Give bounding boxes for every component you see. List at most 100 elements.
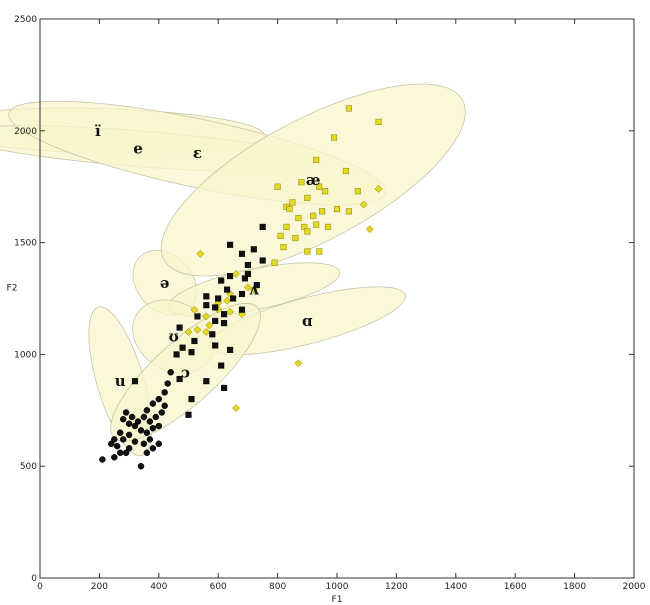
point-s1-11 [202, 312, 211, 321]
point-s2-32 [176, 375, 183, 383]
point-s1-16 [193, 325, 202, 334]
point-s2-36 [185, 411, 192, 418]
point-s3-26 [125, 431, 133, 439]
point-s0-23 [277, 232, 284, 239]
point-s0-24 [292, 235, 299, 242]
y-tick-label-1: 500 [20, 462, 37, 472]
point-s3-31 [143, 449, 151, 457]
point-s0-8 [342, 167, 349, 175]
x-tick-label-5: 1000 [326, 582, 349, 592]
point-s3-36 [99, 456, 106, 463]
point-s3-7 [134, 418, 142, 425]
point-s0-2 [330, 134, 338, 141]
point-s2-24 [191, 337, 198, 345]
point-s3-28 [140, 440, 148, 448]
point-s0-22 [283, 223, 290, 230]
point-s1-13 [226, 307, 235, 316]
point-s2-13 [203, 293, 210, 300]
point-s1-18 [202, 328, 211, 336]
point-s2-17 [212, 304, 219, 311]
point-s1-10 [190, 305, 199, 314]
x-tick-label-3: 600 [210, 582, 227, 592]
x-tick-label-9: 1800 [563, 582, 586, 592]
vowel-labels: ï e ɛ ə æ ʌ ɑ ʊ u ɔ [95, 122, 320, 390]
point-s2-8 [218, 277, 225, 284]
x-tick-label-4: 800 [269, 582, 286, 592]
vowel-label-2: ɛ [193, 144, 202, 162]
point-s0-15 [310, 212, 317, 219]
x-tick-label-2: 400 [150, 582, 167, 592]
point-s0-14 [295, 214, 302, 222]
point-s0-20 [313, 221, 320, 228]
point-s1-1 [359, 200, 368, 209]
point-s1-5 [243, 283, 252, 292]
point-s2-31 [218, 362, 225, 369]
point-s2-22 [221, 320, 228, 327]
vowel-label-6: ɑ [302, 312, 313, 330]
point-s3-12 [131, 422, 139, 430]
point-s3-5 [143, 407, 151, 414]
point-s3-6 [140, 413, 148, 421]
x-tick-label-7: 1400 [444, 582, 467, 592]
y-tick-label-4: 2000 [14, 127, 37, 137]
point-s0-11 [289, 199, 296, 206]
point-s2-3 [238, 250, 246, 257]
point-s3-20 [161, 402, 168, 410]
point-s0-28 [304, 248, 311, 255]
point-s0-13 [286, 206, 293, 213]
point-s3-16 [155, 422, 163, 430]
x-axis-label: F1 [332, 595, 343, 605]
point-s3-13 [137, 427, 145, 434]
vowel-label-1: e [133, 140, 143, 158]
x-tick-label-8: 1600 [504, 582, 527, 592]
point-s0-6 [316, 183, 323, 190]
point-s2-1 [227, 241, 234, 248]
vowel-label-5: ʌ [249, 281, 259, 299]
vowel-label-4: æ [306, 171, 321, 189]
point-s2-25 [212, 342, 219, 349]
point-s2-14 [215, 295, 222, 302]
y-tick-label-3: 1500 [14, 239, 37, 249]
point-s3-8 [128, 413, 136, 421]
point-s0-12 [304, 194, 311, 201]
point-s0-26 [280, 244, 287, 251]
point-s3-10 [119, 415, 127, 423]
point-s3-14 [143, 429, 151, 436]
point-s2-30 [227, 346, 234, 353]
point-s0-3 [313, 156, 320, 163]
point-s3-2 [161, 389, 168, 396]
point-s2-11 [224, 286, 231, 293]
point-s3-15 [149, 424, 157, 432]
point-s0-16 [319, 208, 326, 215]
point-s1-7 [223, 296, 232, 305]
point-s3-37 [137, 462, 145, 470]
point-s3-11 [125, 420, 133, 427]
point-s2-0 [259, 223, 266, 230]
point-s0-27 [316, 248, 323, 255]
axes: 0 200 400 600 800 1000 1200 1400 1600 1800 2000 0 50… [14, 15, 646, 592]
point-s1-6 [249, 285, 258, 294]
point-s1-17 [184, 328, 193, 336]
point-s3-3 [155, 395, 163, 403]
point-s0-21 [325, 223, 332, 230]
point-s3-17 [152, 413, 160, 421]
point-s0-7 [322, 188, 329, 195]
point-s3-1 [164, 380, 171, 387]
vowel-label-0: ï [95, 122, 101, 140]
y-tick-label-5: 2500 [14, 15, 37, 25]
x-tick-label-1: 200 [91, 582, 108, 592]
point-s0-9 [354, 188, 361, 195]
point-s3-30 [149, 445, 157, 452]
point-s0-18 [345, 208, 352, 215]
y-tick-label-2: 1000 [14, 350, 37, 360]
point-s3-32 [125, 445, 133, 452]
point-s2-33 [203, 378, 210, 385]
point-s1-19 [294, 359, 303, 368]
data-points [99, 105, 383, 470]
point-s2-10 [253, 282, 260, 289]
point-s1-15 [205, 321, 214, 330]
point-s0-1 [375, 118, 382, 125]
point-s2-15 [230, 295, 237, 302]
point-s2-7 [227, 273, 234, 280]
point-s2-21 [212, 317, 219, 324]
